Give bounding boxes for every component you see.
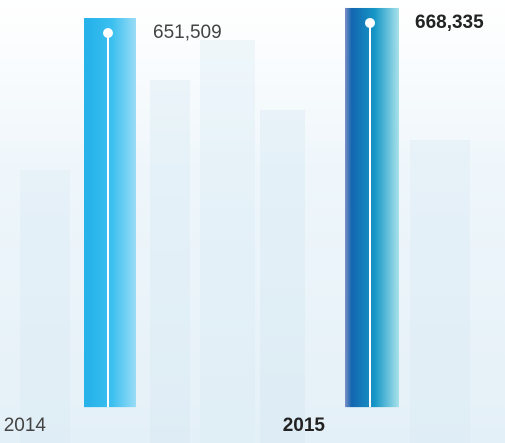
category-label: 2015 xyxy=(283,415,326,436)
value-label: 651,509 xyxy=(153,22,222,43)
value-label: 668,335 xyxy=(415,12,484,33)
category-label: 2014 xyxy=(4,415,47,436)
city-backdrop xyxy=(20,40,470,443)
bar-dot xyxy=(365,17,375,28)
bar xyxy=(345,7,399,408)
bar-dot xyxy=(103,28,113,39)
bar xyxy=(84,18,136,408)
